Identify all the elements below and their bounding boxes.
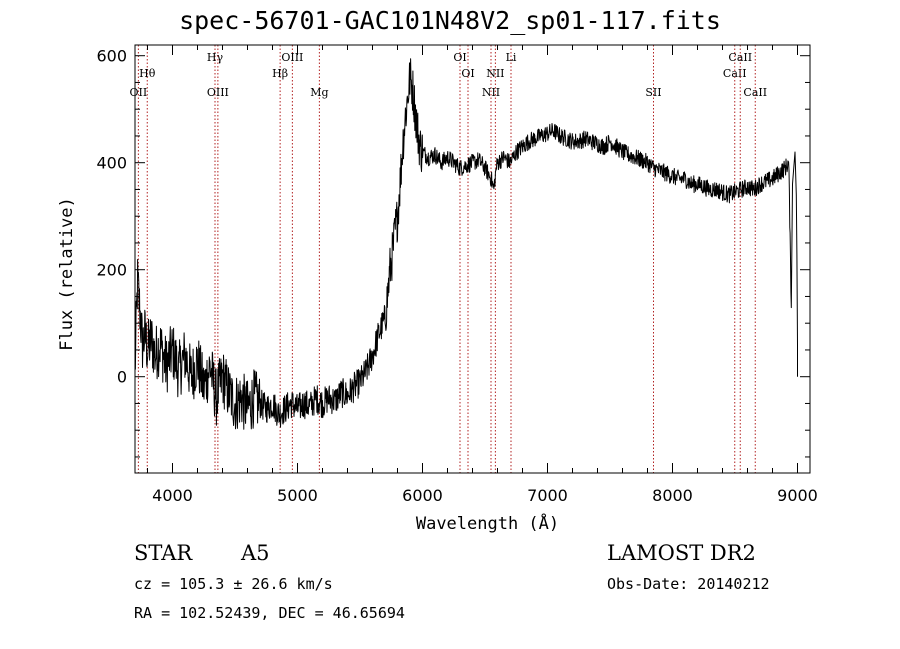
x-tick-label: 7000 <box>527 486 568 505</box>
spectral-line-label: OIII <box>207 86 229 99</box>
spectrum-series-line <box>134 58 798 430</box>
x-tick-label: 5000 <box>277 486 318 505</box>
spectral-line-label: Hθ <box>139 67 156 80</box>
spectral-line-label: SII <box>645 86 661 99</box>
observation-date: Obs-Date: 20140212 <box>607 575 770 593</box>
spectral-line-label: CaII <box>728 51 752 64</box>
spectral-line-label: NII <box>486 67 504 80</box>
spectral-line-label: OIII <box>281 51 303 64</box>
x-tick-label: 4000 <box>152 486 193 505</box>
spectral-line-label: NII <box>482 86 500 99</box>
survey-name: LAMOST DR2 <box>607 541 756 565</box>
x-tick-label: 8000 <box>652 486 693 505</box>
x-tick-label: 9000 <box>777 486 818 505</box>
spectral-line-label: Hβ <box>272 67 288 80</box>
x-axis-label: Wavelength (Å) <box>416 512 559 534</box>
y-tick-label: 600 <box>96 47 127 66</box>
chart-title: spec-56701-GAC101N48V2_sp01-117.fits <box>179 6 721 35</box>
spectral-line-label: CaII <box>723 67 747 80</box>
spectral-line-label: CaII <box>743 86 767 99</box>
spectral-line-label: OI <box>461 67 474 80</box>
coordinates-text: RA = 102.52439, DEC = 46.65694 <box>134 604 405 622</box>
spectral-line-label: OI <box>453 51 466 64</box>
spectral-line-label: Hγ <box>207 51 224 64</box>
y-tick-label: 0 <box>117 368 127 387</box>
spectral-line-label: Mg <box>310 86 328 99</box>
x-tick-label: 6000 <box>402 486 443 505</box>
y-tick-label: 400 <box>96 154 127 173</box>
spectral-line-label: OII <box>130 86 148 99</box>
object-class: STAR <box>134 541 193 565</box>
y-tick-label: 200 <box>96 261 127 280</box>
redshift-text: cz = 105.3 ± 26.6 km/s <box>134 575 333 593</box>
spectral-line-label: Li <box>506 51 517 64</box>
y-axis-label: Flux (relative) <box>57 197 77 351</box>
object-subclass: A5 <box>241 541 270 565</box>
